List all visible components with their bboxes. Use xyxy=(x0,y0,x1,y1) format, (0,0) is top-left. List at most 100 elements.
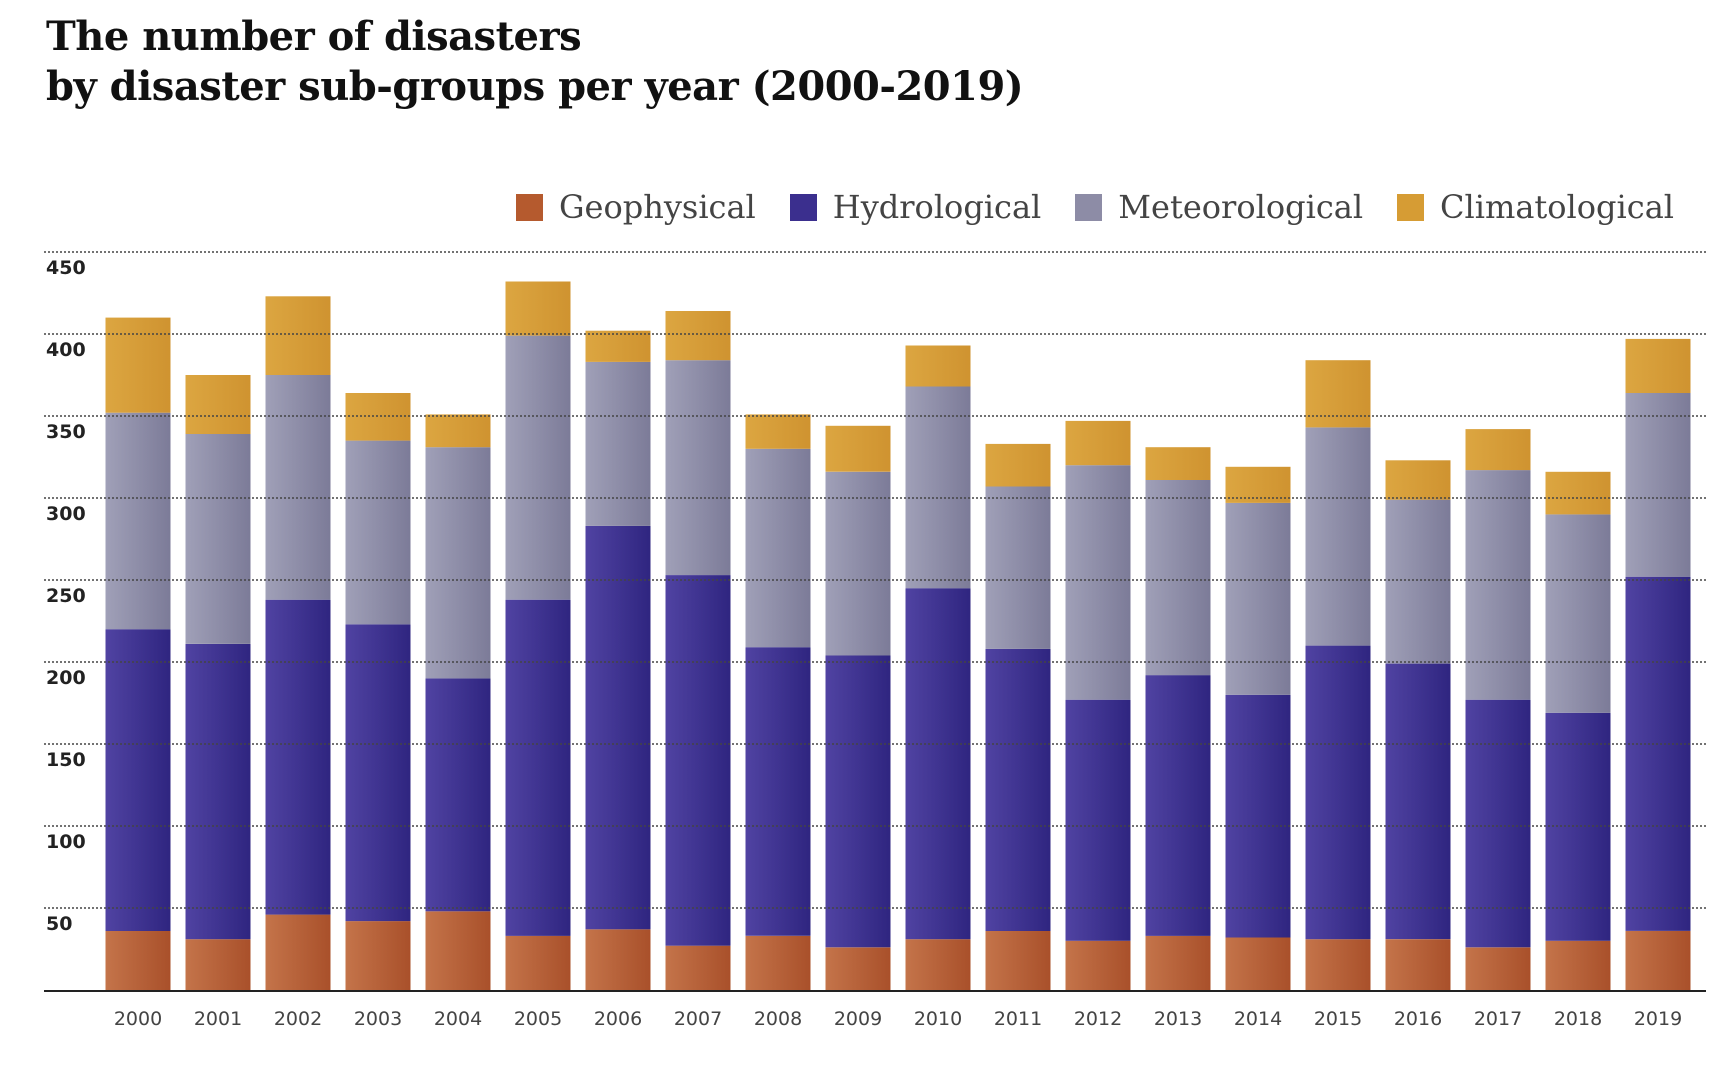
bar-meteorological-2010 xyxy=(905,386,971,589)
legend-item-geophysical: Geophysical xyxy=(515,188,756,226)
bar-meteorological-2013 xyxy=(1145,480,1211,676)
x-tick-label-2006: 2006 xyxy=(594,1008,642,1030)
bar-climatological-2016 xyxy=(1385,460,1451,500)
bar-meteorological-2002 xyxy=(265,375,331,600)
bar-geophysical-2013 xyxy=(1145,935,1211,990)
bar-geophysical-2016 xyxy=(1385,939,1451,990)
bar-meteorological-2012 xyxy=(1065,465,1131,700)
y-tick-label-200: 200 xyxy=(46,667,86,689)
bar-hydrological-2010 xyxy=(905,588,971,940)
x-tick-labels: 2000 2001 2002 2003 2004 2005 2006 2007 2008 2009… xyxy=(114,1008,1682,1030)
bar-climatological-2001 xyxy=(185,375,251,434)
legend-item-hydrological: Hydrological xyxy=(789,188,1042,226)
x-tick-label-2008: 2008 xyxy=(754,1008,802,1030)
bar-geophysical-2000 xyxy=(105,931,171,990)
x-tick-label-2002: 2002 xyxy=(274,1008,322,1030)
legend-label-meteorological: Meteorological xyxy=(1118,188,1364,226)
bar-climatological-2008 xyxy=(745,414,811,449)
bar-hydrological-2006 xyxy=(585,525,651,930)
bar-geophysical-2002 xyxy=(265,914,331,990)
bar-meteorological-2000 xyxy=(105,412,171,630)
legend-swatch-meteorological xyxy=(1075,193,1103,221)
bar-meteorological-2003 xyxy=(345,440,411,625)
x-tick-label-2014: 2014 xyxy=(1234,1008,1282,1030)
bar-hydrological-2003 xyxy=(345,624,411,922)
y-tick-label-350: 350 xyxy=(46,421,86,443)
chart-title: The number of disasters by disaster sub-… xyxy=(46,12,1024,112)
x-tick-label-2010: 2010 xyxy=(914,1008,962,1030)
bar-climatological-2011 xyxy=(985,443,1051,487)
legend-swatch-climatological xyxy=(1397,193,1425,221)
bar-meteorological-2005 xyxy=(505,335,571,600)
x-tick-label-2007: 2007 xyxy=(674,1008,722,1030)
bar-hydrological-2013 xyxy=(1145,675,1211,936)
bar-geophysical-2019 xyxy=(1625,931,1691,990)
bar-geophysical-2014 xyxy=(1225,937,1291,990)
bar-hydrological-2012 xyxy=(1065,699,1131,941)
chart-title-line-1: The number of disasters xyxy=(46,13,582,60)
x-tick-label-2019: 2019 xyxy=(1634,1008,1682,1030)
bar-climatological-2015 xyxy=(1305,360,1371,428)
bar-meteorological-2019 xyxy=(1625,393,1691,577)
bar-hydrological-2019 xyxy=(1625,576,1691,931)
bar-meteorological-2006 xyxy=(585,361,651,526)
bar-meteorological-2016 xyxy=(1385,499,1451,664)
bar-geophysical-2009 xyxy=(825,947,891,990)
bar-hydrological-2015 xyxy=(1305,645,1371,940)
legend-swatch-geophysical xyxy=(515,193,543,221)
bar-climatological-2004 xyxy=(425,414,491,448)
x-tick-label-2005: 2005 xyxy=(514,1008,562,1030)
bar-meteorological-2004 xyxy=(425,447,491,679)
bar-hydrological-2009 xyxy=(825,655,891,948)
x-tick-label-2004: 2004 xyxy=(434,1008,482,1030)
y-tick-label-450: 450 xyxy=(46,257,86,279)
legend-swatch-hydrological xyxy=(789,193,817,221)
bar-climatological-2018 xyxy=(1545,471,1611,515)
y-tick-label-400: 400 xyxy=(46,339,86,361)
y-tick-label-300: 300 xyxy=(46,503,86,525)
bar-geophysical-2018 xyxy=(1545,940,1611,990)
bar-geophysical-2012 xyxy=(1065,940,1131,990)
bar-meteorological-2017 xyxy=(1465,470,1531,700)
bar-climatological-2019 xyxy=(1625,338,1691,393)
bar-hydrological-2008 xyxy=(745,647,811,936)
y-tick-label-100: 100 xyxy=(46,831,86,853)
x-tick-label-2013: 2013 xyxy=(1154,1008,1202,1030)
x-tick-label-2015: 2015 xyxy=(1314,1008,1362,1030)
x-tick-label-2003: 2003 xyxy=(354,1008,402,1030)
legend-item-climatological: Climatological xyxy=(1397,188,1674,226)
chart-title-line-2: by disaster sub-groups per year (2000-20… xyxy=(46,63,1024,110)
bar-climatological-2017 xyxy=(1465,429,1531,471)
x-tick-label-2016: 2016 xyxy=(1394,1008,1442,1030)
bar-meteorological-2018 xyxy=(1545,514,1611,713)
bar-climatological-2014 xyxy=(1225,466,1291,503)
bar-climatological-2006 xyxy=(585,330,651,362)
bar-geophysical-2010 xyxy=(905,939,971,990)
bar-geophysical-2004 xyxy=(425,911,491,990)
bar-climatological-2009 xyxy=(825,425,891,472)
x-tick-label-2012: 2012 xyxy=(1074,1008,1122,1030)
bar-geophysical-2011 xyxy=(985,931,1051,990)
bar-geophysical-2007 xyxy=(665,945,731,990)
bar-hydrological-2011 xyxy=(985,648,1051,931)
bar-climatological-2007 xyxy=(665,311,731,361)
bar-meteorological-2014 xyxy=(1225,502,1291,695)
bar-meteorological-2001 xyxy=(185,434,251,644)
bar-hydrological-2000 xyxy=(105,629,171,931)
bar-geophysical-2015 xyxy=(1305,939,1371,990)
chart-legend: Geophysical Hydrological Meteorological … xyxy=(515,188,1674,226)
y-tick-label-50: 50 xyxy=(46,913,72,935)
bar-climatological-2012 xyxy=(1065,420,1131,466)
bar-geophysical-2017 xyxy=(1465,947,1531,990)
legend-label-geophysical: Geophysical xyxy=(558,188,756,226)
legend-label-hydrological: Hydrological xyxy=(832,188,1042,226)
x-tick-label-2011: 2011 xyxy=(994,1008,1042,1030)
bar-meteorological-2007 xyxy=(665,360,731,575)
bar-climatological-2005 xyxy=(505,281,571,336)
bar-hydrological-2001 xyxy=(185,644,251,940)
bars-group xyxy=(105,281,1691,990)
bar-geophysical-2001 xyxy=(185,939,251,990)
bar-geophysical-2006 xyxy=(585,929,651,990)
y-tick-label-150: 150 xyxy=(46,749,86,771)
